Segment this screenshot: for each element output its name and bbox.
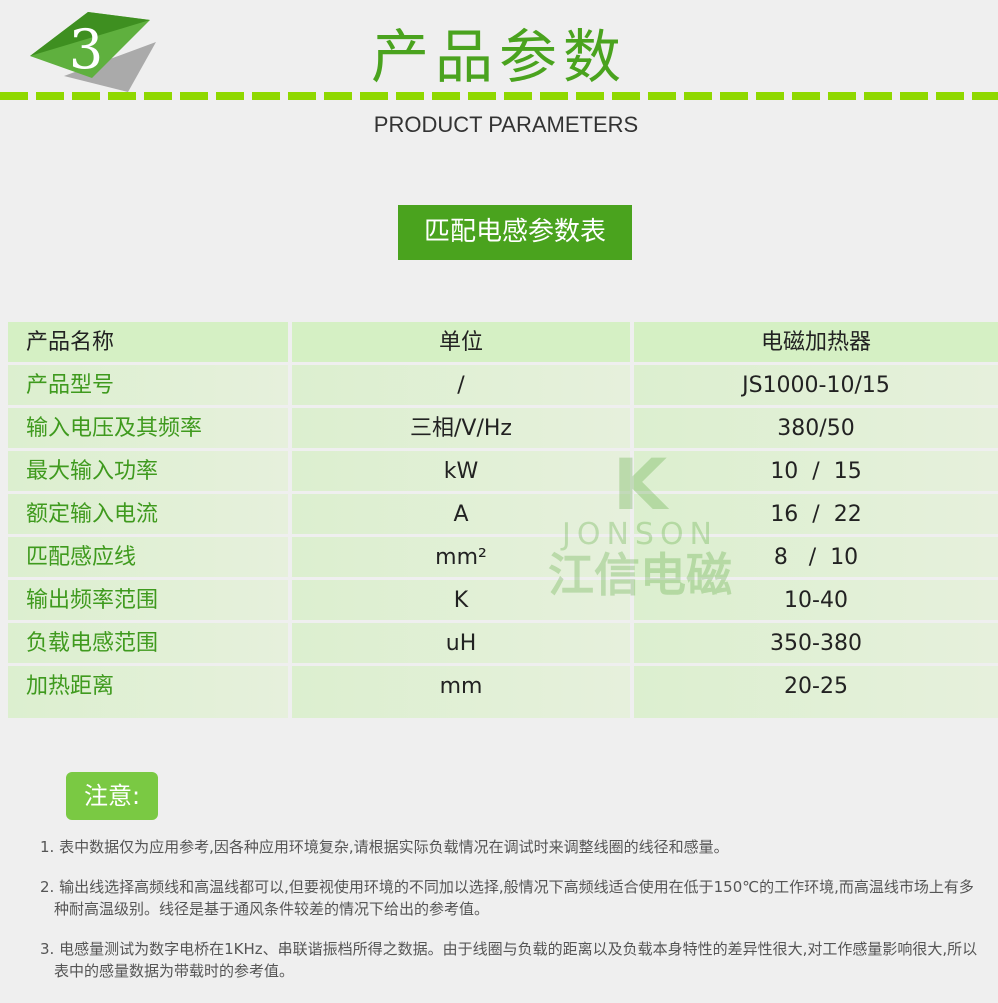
table-row: 最大输入功率 kW 10 / 15 [8,451,998,491]
table-cell: 20-25 [634,666,998,718]
table-title: 匹配电感参数表 [398,205,632,260]
table-row: 额定输入电流 A 16 / 22 [8,494,998,534]
notice-label: 注意: [66,772,158,820]
table-cell: kW [292,451,630,491]
table-cell: 负载电感范围 [8,623,288,663]
table-cell: 加热距离 [8,666,288,718]
badge-number: 3 [69,18,103,81]
table-row: 输出频率范围 K 10-40 [8,580,998,620]
table-row: 匹配感应线 mm² 8 / 10 [8,537,998,577]
table-cell: 最大输入功率 [8,451,288,491]
table-cell: mm² [292,537,630,577]
table-cell: 350-380 [634,623,998,663]
watermark-en: JONSON [562,517,718,552]
header-cell: 单位 [292,322,630,362]
watermark-cn: 江信电磁 [548,548,732,602]
table-cell: 输出频率范围 [8,580,288,620]
table-cell: 产品型号 [8,365,288,405]
table-cell: 8 / 10 [634,537,998,577]
table-row: 输入电压及其频率 三相/V/Hz 380/50 [8,408,998,448]
table-cell: 16 / 22 [634,494,998,534]
table-row: 负载电感范围 uH 350-380 [8,623,998,663]
section-number-badge: 3 [28,12,158,92]
table-header-row: 产品名称 单位 电磁加热器 [8,322,998,362]
note-item: 2. 输出线选择高频线和高温线都可以,但要视使用环境的不同加以选择,般情况下高频… [40,878,974,918]
table-row: 产品型号 / JS1000-10/15 [8,365,998,405]
table-cell: JS1000-10/15 [634,365,998,405]
page-subtitle: PRODUCT PARAMETERS [373,112,639,137]
table-cell: / [292,365,630,405]
table-cell: 380/50 [634,408,998,448]
table-cell: 匹配感应线 [8,537,288,577]
note-item: 1. 表中数据仅为应用参考,因各种应用环境复杂,请根据实际负载情况在调试时来调整… [40,838,729,856]
dashed-divider [0,92,998,100]
table-cell: mm [292,666,630,718]
table-cell: 输入电压及其频率 [8,408,288,448]
table-cell: 10-40 [634,580,998,620]
table-cell: A [292,494,630,534]
k-logo-icon: K [612,444,668,526]
table-cell: 额定输入电流 [8,494,288,534]
table-cell: K [292,580,630,620]
table-cell: 三相/V/Hz [292,408,630,448]
page-title: 产品参数 [370,23,627,91]
header-cell: 产品名称 [8,322,288,362]
note-item: 3. 电感量测试为数字电桥在1KHz、串联谐振档所得之数据。由于线圈与负载的距离… [40,940,978,980]
brand-watermark: K JONSON 江信电磁 [530,450,750,610]
parameter-table: 产品名称 单位 电磁加热器 产品型号 / JS1000-10/15 输入电压及其频率三… [8,322,998,721]
table-cell: uH [292,623,630,663]
header-cell: 电磁加热器 [634,322,998,362]
table-row: 加热距离 mm 20-25 [8,666,998,718]
table-cell: 10 / 15 [634,451,998,491]
